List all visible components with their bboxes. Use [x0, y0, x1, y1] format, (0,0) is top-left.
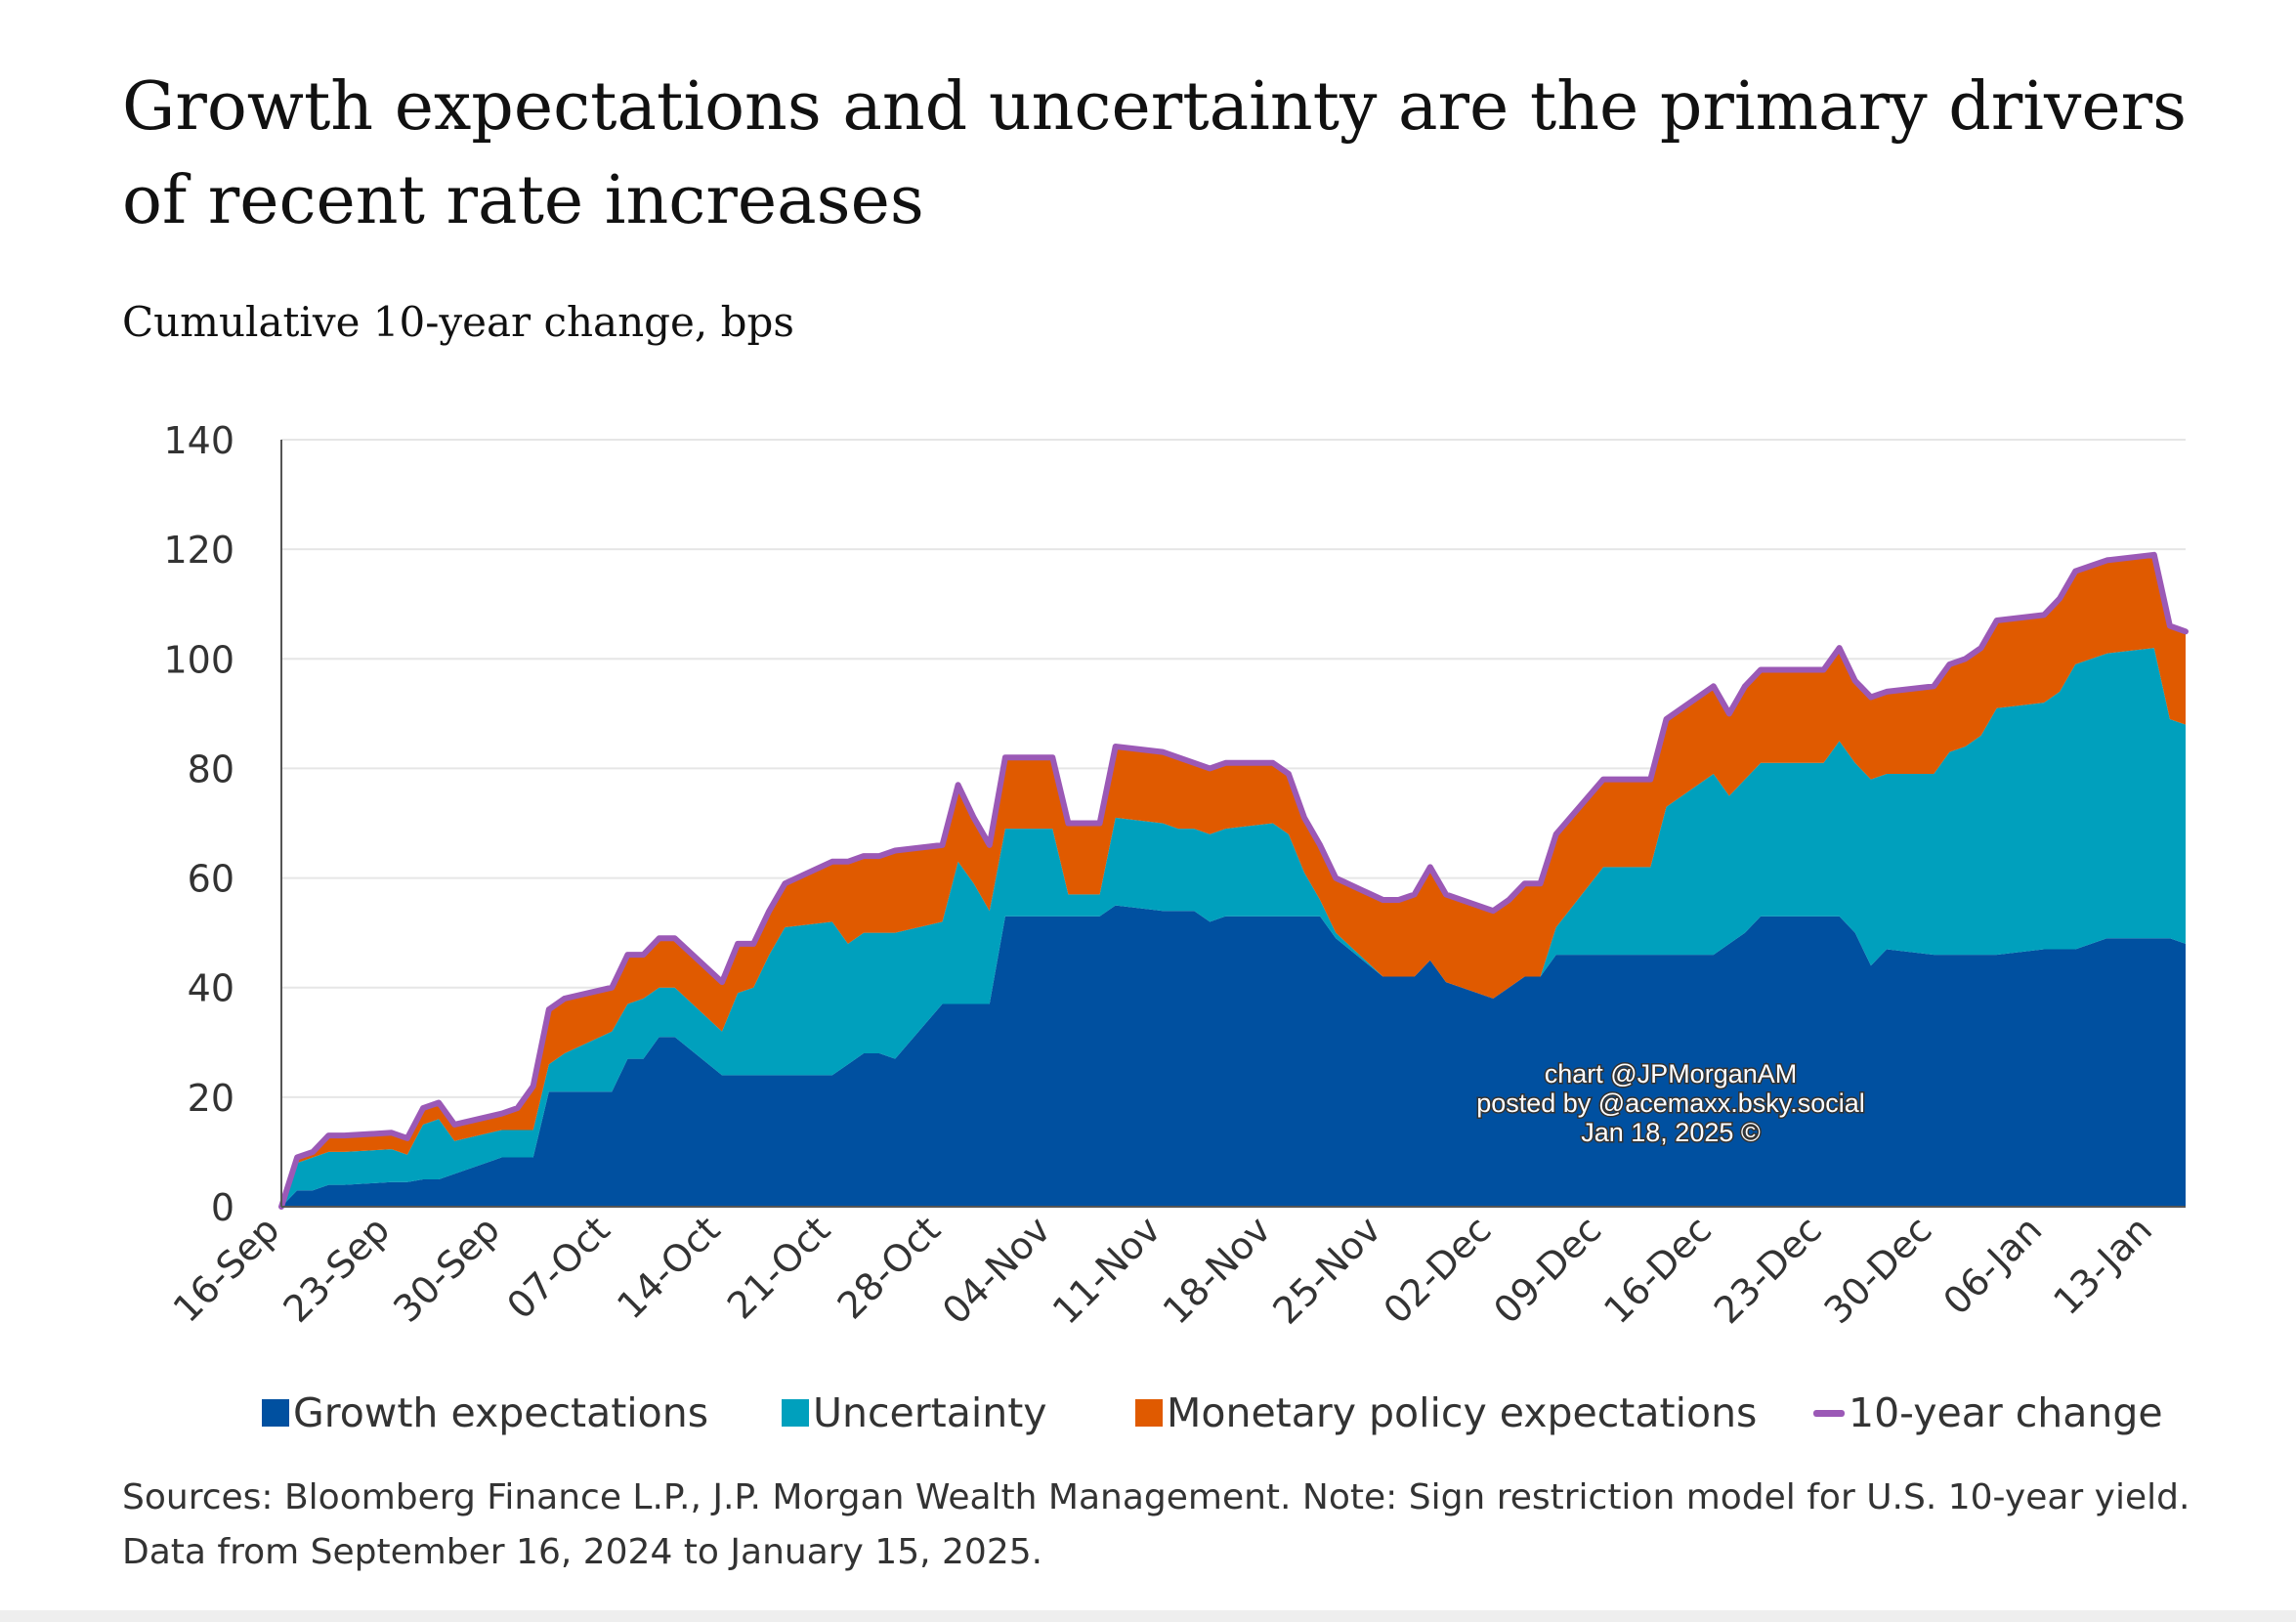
- sources-note: Sources: Bloomberg Finance L.P., J.P. Mo…: [122, 1471, 2252, 1580]
- area-series: [281, 554, 2186, 1207]
- x-tick-label-13-jan: 13-Jan: [2045, 1208, 2160, 1323]
- legend-item-uncertainty: Uncertainty: [782, 1389, 1047, 1436]
- watermark: chart @JPMorganAM posted by @acemaxx.bsk…: [1475, 1058, 1867, 1149]
- y-tick-label-120: 120: [163, 529, 234, 572]
- y-tick-label-40: 40: [188, 967, 234, 1010]
- legend-swatch-growth: [262, 1399, 289, 1427]
- chart-title: Growth expectations and uncertainty are …: [122, 68, 2188, 239]
- chart-legend: Growth expectations Uncertainty Monetary…: [256, 1389, 2190, 1448]
- y-tick-label-0: 0: [211, 1186, 234, 1229]
- legend-label-monetary: Monetary policy expectations: [1167, 1389, 1758, 1436]
- x-tick-label-07-oct: 07-Oct: [498, 1208, 617, 1327]
- legend-label-uncertainty: Uncertainty: [813, 1389, 1047, 1436]
- y-tick-label-60: 60: [188, 858, 234, 901]
- y-tick-label-20: 20: [188, 1077, 234, 1120]
- x-tick-label-28-oct: 28-Oct: [829, 1208, 949, 1327]
- legend-swatch-10-year-change: [1813, 1409, 1845, 1417]
- x-tick-label-09-dec: 09-Dec: [1485, 1208, 1609, 1332]
- x-tick-label-02-dec: 02-Dec: [1376, 1208, 1500, 1332]
- x-tick-label-25-nov: 25-Nov: [1264, 1208, 1388, 1332]
- legend-item-monetary: Monetary policy expectations: [1135, 1389, 1757, 1436]
- watermark-line-3: Jan 18, 2025 ©: [1581, 1118, 1761, 1147]
- legend-label-growth: Growth expectations: [293, 1389, 709, 1436]
- y-tick-label-140: 140: [163, 419, 234, 462]
- chart-subtitle: Cumulative 10-year change, bps: [122, 298, 794, 346]
- legend-item-growth: Growth expectations: [262, 1389, 708, 1436]
- bottom-border: [0, 1610, 2296, 1622]
- x-tick-label-04-nov: 04-Nov: [934, 1208, 1058, 1332]
- x-tick-label-30-sep: 30-Sep: [385, 1208, 508, 1331]
- legend-swatch-uncertainty: [782, 1399, 809, 1427]
- x-tick-label-21-oct: 21-Oct: [719, 1208, 838, 1327]
- watermark-line-2: posted by @acemaxx.bsky.social: [1476, 1088, 1865, 1118]
- x-tick-label-14-oct: 14-Oct: [609, 1208, 728, 1327]
- area-monetary-policy: [281, 554, 2186, 1207]
- x-tick-label-23-sep: 23-Sep: [275, 1208, 398, 1331]
- sources-line-1: Sources: Bloomberg Finance L.P., J.P. Mo…: [122, 1477, 2190, 1517]
- area-uncertainty: [281, 648, 2186, 1207]
- x-tick-label-06-jan: 06-Jan: [1935, 1208, 2050, 1323]
- x-tick-label-30-dec: 30-Dec: [1816, 1208, 1940, 1332]
- y-tick-label-80: 80: [188, 747, 234, 790]
- stacked-area-chart: 02040608010012014016-Sep23-Sep30-Sep07-O…: [163, 419, 2189, 1333]
- legend-label-10-year-change: 10-year change: [1849, 1389, 2163, 1436]
- sources-line-2: Data from September 16, 2024 to January …: [122, 1532, 1043, 1572]
- legend-item-10-year-change: 10-year change: [1813, 1389, 2163, 1436]
- x-tick-label-23-dec: 23-Dec: [1706, 1208, 1830, 1332]
- x-tick-label-16-dec: 16-Dec: [1595, 1208, 1720, 1332]
- y-tick-label-100: 100: [163, 638, 234, 681]
- watermark-line-1: chart @JPMorganAM: [1545, 1059, 1798, 1088]
- legend-swatch-monetary: [1135, 1399, 1163, 1427]
- line-series: [278, 551, 2189, 1210]
- x-tick-label-18-nov: 18-Nov: [1155, 1208, 1279, 1332]
- area-growth-expectations: [281, 905, 2186, 1207]
- line-10-year-change: [278, 551, 2189, 1210]
- x-tick-label-11-nov: 11-Nov: [1044, 1208, 1169, 1332]
